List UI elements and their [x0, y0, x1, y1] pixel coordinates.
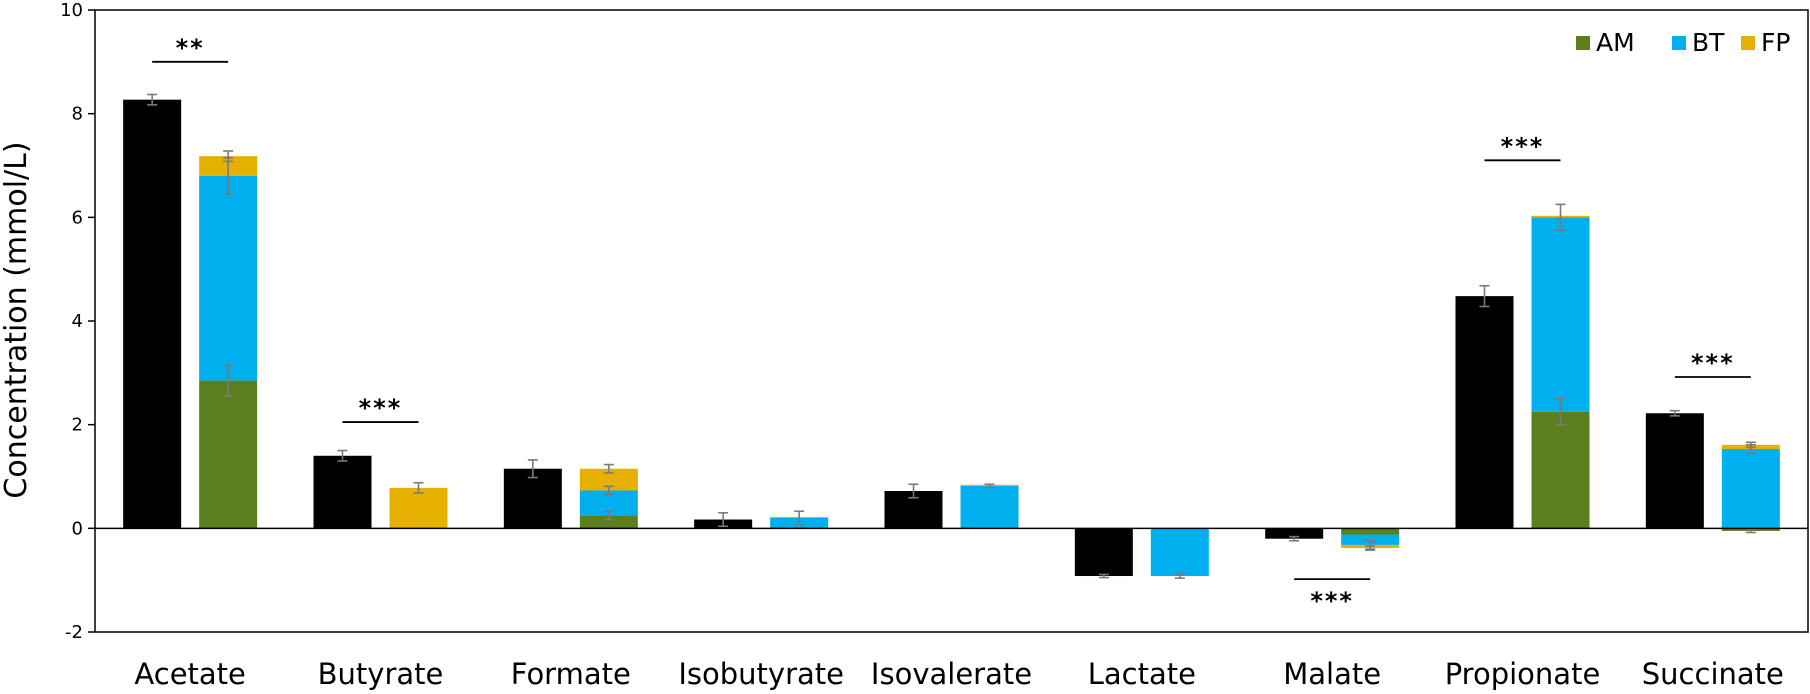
y-tick-label: 6 — [72, 207, 83, 228]
y-tick-label: 2 — [72, 415, 83, 436]
legend-swatch-bt — [1672, 36, 1686, 50]
bar-observed-formate — [503, 468, 562, 529]
bar-bt-succinate — [1721, 449, 1780, 529]
x-category-label: Acetate — [134, 657, 245, 691]
bar-fp-butyrate — [389, 487, 448, 529]
bar-observed-malate — [1265, 528, 1324, 539]
bars-layer — [123, 99, 1780, 577]
significance-label: ** — [176, 34, 205, 62]
bar-bt-isovalerate — [960, 485, 1019, 529]
x-category-label: Butyrate — [318, 657, 444, 691]
bar-bt-propionate — [1531, 217, 1590, 412]
y-tick-label: 10 — [60, 0, 83, 21]
significance-layer: ************** — [152, 34, 1751, 615]
significance-label: *** — [1310, 587, 1354, 615]
significance-label: *** — [1501, 132, 1545, 160]
x-category-label: Isobutyrate — [678, 657, 844, 691]
x-category-label: Propionate — [1445, 657, 1601, 691]
bar-observed-lactate — [1074, 528, 1133, 577]
y-tick-label: 0 — [72, 518, 83, 539]
x-category-label: Isovalerate — [871, 657, 1032, 691]
bar-am-malate — [1341, 528, 1400, 535]
error-bars-layer — [147, 93, 1756, 579]
y-tick-label: 4 — [72, 311, 83, 332]
bar-am-acetate — [199, 380, 258, 529]
significance-label: *** — [359, 394, 403, 422]
axes-layer: -2 0 2 4 6 8 10 Acetate Butyrate Formate Isobutyra… — [60, 0, 1809, 691]
bar-am-propionate — [1531, 411, 1590, 529]
x-category-label: Succinate — [1642, 657, 1784, 691]
legend: AM BT FP — [1576, 28, 1790, 57]
legend-label-bt: BT — [1692, 28, 1725, 57]
bar-bt-acetate — [199, 175, 258, 381]
significance-label: *** — [1691, 349, 1735, 377]
y-tick-label: 8 — [72, 104, 83, 125]
bar-observed-succinate — [1645, 413, 1704, 529]
y-axis-title: Concentration (mmol/L) — [0, 141, 34, 498]
bar-observed-propionate — [1455, 296, 1514, 529]
legend-label-fp: FP — [1761, 28, 1790, 57]
bar-observed-acetate — [123, 99, 182, 529]
y-tick-label: -2 — [65, 622, 83, 643]
legend-swatch-am — [1576, 36, 1590, 50]
bar-am-formate — [579, 515, 638, 529]
bar-fp-formate — [579, 468, 638, 491]
x-category-label: Formate — [511, 657, 631, 691]
x-category-label: Lactate — [1088, 657, 1196, 691]
x-category-label: Malate — [1283, 657, 1381, 691]
bar-bt-malate — [1341, 534, 1400, 545]
legend-label-am: AM — [1596, 28, 1635, 57]
bar-observed-butyrate — [313, 455, 372, 529]
bar-bt-lactate — [1150, 528, 1209, 577]
legend-swatch-fp — [1741, 36, 1755, 50]
